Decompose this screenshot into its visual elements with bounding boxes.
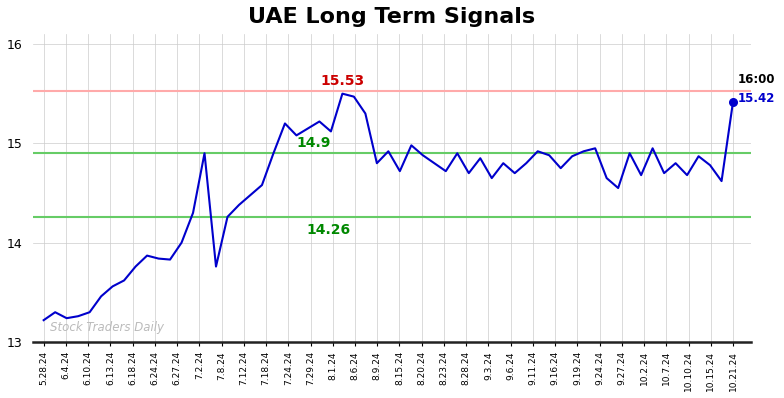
Point — [727, 98, 739, 105]
Text: 16:00: 16:00 — [738, 73, 775, 86]
Text: 15.42: 15.42 — [738, 92, 775, 105]
Text: 14.9: 14.9 — [297, 136, 332, 150]
Text: Stock Traders Daily: Stock Traders Daily — [50, 321, 165, 334]
Text: 14.26: 14.26 — [307, 223, 350, 237]
Text: 15.53: 15.53 — [321, 74, 365, 88]
Title: UAE Long Term Signals: UAE Long Term Signals — [248, 7, 535, 27]
